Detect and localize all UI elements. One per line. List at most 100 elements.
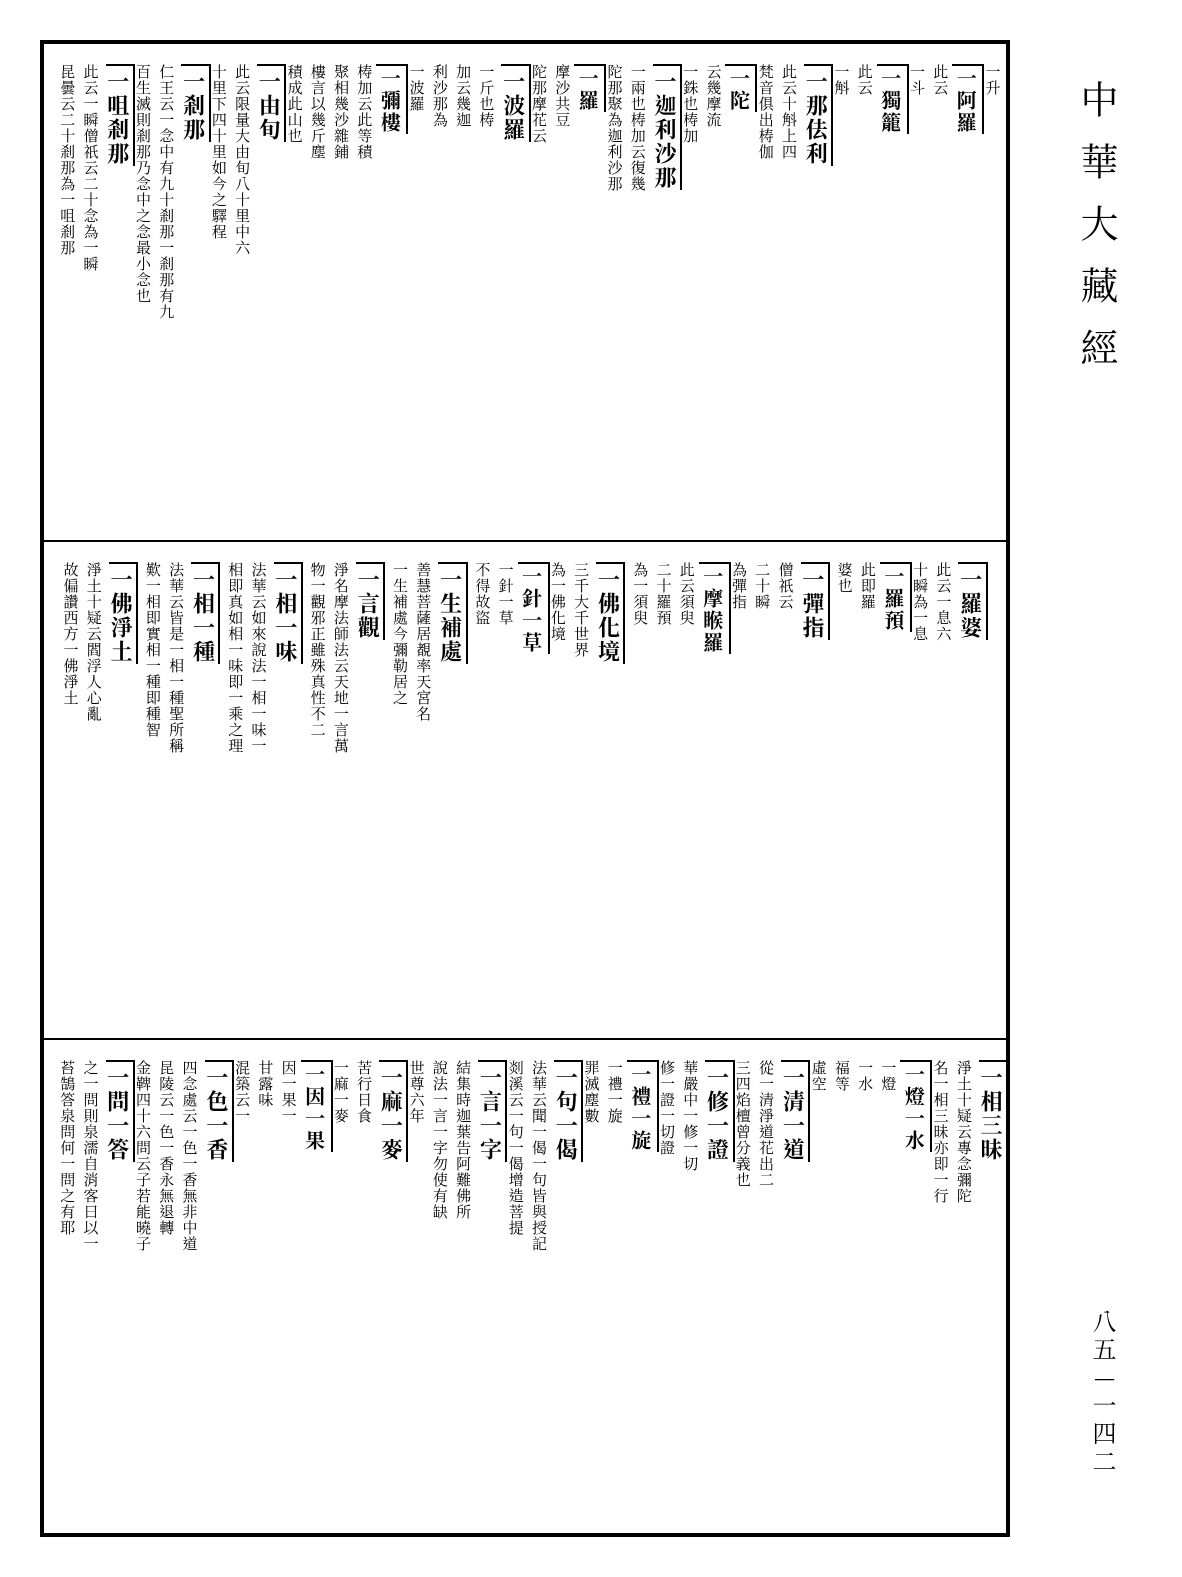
entry-headword: 一問一答 <box>106 1060 135 1500</box>
sub-headword: 一阿羅 <box>955 64 978 504</box>
sub-text: 一銖也梼加 <box>682 64 699 504</box>
sub-text: 樓言以幾斤塵 <box>310 64 327 504</box>
entry-text: 昆曇云二十剎那為一咀剎那 <box>59 64 76 504</box>
entry-text: 名一相三昧亦即一行 <box>932 1060 949 1500</box>
entry-text: 相即真如相一味即一乘之理 <box>227 562 244 1002</box>
sub-text: 云幾摩流 <box>705 64 722 504</box>
entry-group: 一言觀淨名摩法師法云天地一言萬物一觀邪正雖殊真性不二 <box>309 562 385 1002</box>
sub-text: 此云 <box>857 64 874 504</box>
entry-text: 陀那聚為迦利沙那 <box>606 64 623 504</box>
entry-text: 華嚴中一修一切 <box>682 1060 699 1500</box>
entry-group: 一相一種法華云皆是一相一種聖所稱歎一相即實相一種即種智 <box>145 562 221 1002</box>
entry-text: 一麻一麥 <box>333 1060 350 1500</box>
sub-text: 二十羅預 <box>655 562 672 1002</box>
sub-text: 此云須臾 <box>679 562 696 1002</box>
entry-text: 淨土十疑云閻浮人心亂 <box>86 562 103 1002</box>
entry-text: 一波羅 <box>408 64 425 504</box>
entry-text: 從一清淨道花出二 <box>758 1060 775 1500</box>
sub-text: 此即羅 <box>860 562 877 1002</box>
entry-group: 一色一香四念處云一色一香無非中道昆陵云一色一香永無退轉金鞞四十六問云子若能曉子 <box>135 1060 234 1500</box>
sub-text: 甘露味 <box>257 1060 274 1500</box>
sub-text: 積成此山也 <box>286 64 303 504</box>
entry-text: 苦行日食 <box>356 1060 373 1500</box>
entry-text: 十里下四十里如今之驛程 <box>211 64 228 504</box>
sub-text: 一燈 <box>880 1060 897 1500</box>
entry-group: 一彈指僧祇云二十瞬為彈指一摩睺羅此云須臾二十羅預為一須臾 <box>632 562 830 1002</box>
sub-text: 一禮一旋 <box>606 1060 623 1500</box>
entry-text: 仁王云一念中有九十剎那一剎那有九 <box>158 64 175 504</box>
entry-headword: 一清一道 <box>781 1060 810 1500</box>
sub-text: 此云 <box>932 64 949 504</box>
entry-text: 此云限量大由旬八十里中六 <box>234 64 251 504</box>
sub-text: 一斗 <box>909 64 926 504</box>
entry-group: 一言一字結集時迦葉告阿難佛所說法一言一字勿使有缺世尊六年 <box>408 1060 507 1500</box>
entry-text: 結集時迦葉告阿難佛所 <box>455 1060 472 1500</box>
entry-text: 為一佛化境 <box>550 562 567 1002</box>
entry-headword: 一言觀 <box>356 562 385 1002</box>
sub-headword: 一羅預 <box>883 562 906 1002</box>
entry-headword: 一由旬 <box>257 64 286 504</box>
entry-text: 梵音俱出梼伽 <box>757 64 774 504</box>
entry-text: 一兩也梼加云復幾 <box>629 64 646 504</box>
sub-text: 虛空 <box>810 1060 827 1500</box>
entry-text: 加云幾迦 <box>455 64 472 504</box>
entry-group: 一咀剎那此云一瞬僧祇云二十念為一瞬昆曇云二十剎那為一咀剎那 <box>59 64 135 504</box>
entry-text: 四念處云一色一香無非中道 <box>181 1060 198 1500</box>
sub-headword: 一因一果 <box>304 1060 327 1500</box>
entry-headword: 一相一味 <box>274 562 303 1002</box>
entry-group: 一生補處善慧菩薩居覩率天宮名一生補處今彌勒居之 <box>392 562 468 1002</box>
entry-group: 一佛淨土淨土十疑云閻浮人心亂故偏讚西方一佛淨土 <box>62 562 138 1002</box>
sub-headword: 一羅 <box>577 64 600 504</box>
entry-text: 淨土十疑云專念彌陀 <box>956 1060 973 1500</box>
sub-text: 一水 <box>857 1060 874 1500</box>
entry-headword: 一修一證 <box>705 1060 734 1500</box>
entry-group: 一問一答之一問則泉濡自消客曰以一苔鵠答泉問何一問之有耶 <box>59 1060 135 1500</box>
entry-text: 此云一瞬僧祇云二十念為一瞬 <box>82 64 99 504</box>
entry-headword: 一迦利沙那 <box>653 64 682 504</box>
entry-group: 一句一偈法華云聞一偈一句皆與授記剡溪云一句一偈增造菩提 <box>507 1060 583 1500</box>
sub-text: 福等 <box>834 1060 851 1500</box>
book-title: 中華大藏經 <box>1072 80 1127 390</box>
page-frame: 一賴提草子也梼加云幾舍利沙姿名一賴提一摩沙一豆也梼加云幾賴提為摩沙一鉢他此云一升… <box>40 40 1010 1537</box>
entry-text: 為彈指 <box>731 562 748 1002</box>
sub-text: 為一須臾 <box>632 562 649 1002</box>
entry-text: 此云一息六 <box>935 562 952 1002</box>
entry-group: 一剎那仁王云一念中有九十剎那一剎那有九百生滅則剎那乃念中之念最小念也 <box>135 64 211 504</box>
sub-text: 一針一草 <box>497 562 514 1002</box>
sub-text: 梼加云此等積 <box>356 64 373 504</box>
entry-group: 一清一道從一清淨道花出二三四焰檀曾分義也 <box>735 1060 811 1500</box>
sub-headword: 一摩睺羅 <box>702 562 725 1002</box>
entry-text: 金鞞四十六問云子若能曉子 <box>135 1060 152 1500</box>
entry-text: 十瞬為一息 <box>912 562 929 1002</box>
entry-text: 二十瞬 <box>754 562 771 1002</box>
page-number: 八五—一四二 <box>1087 1309 1122 1477</box>
entry-headword: 一色一香 <box>205 1060 234 1500</box>
entry-headword: 一相三昧 <box>979 1060 1006 1500</box>
entry-group: 一由旬此云限量大由旬八十里中六十里下四十里如今之驛程 <box>211 64 287 504</box>
entry-group: 一迦利沙那一兩也梼加云復幾陀那聚為迦利沙那一羅摩沙共豆陀那摩花云 <box>531 64 682 504</box>
entry-text: 修一證一切證 <box>659 1060 676 1500</box>
entry-text: 一斤也梼 <box>478 64 495 504</box>
sub-text: 摩沙共豆 <box>554 64 571 504</box>
entry-group: 一波羅一斤也梼加云幾迦利沙那為一波羅一彌樓梼加云此等積聚相幾沙雜鋪樓言以幾斤塵積… <box>286 64 530 504</box>
entry-text: 世尊六年 <box>408 1060 425 1500</box>
sub-text: 陀那摩花云 <box>531 64 548 504</box>
entry-headword: 一言一字 <box>478 1060 507 1500</box>
entry-group: 一羅婆此云一息六十瞬為一息一羅預此即羅婆也 <box>836 562 987 1002</box>
sub-text: 罪滅塵數 <box>583 1060 600 1500</box>
entry-text: 百生滅則剎那乃念中之念最小念也 <box>135 64 152 504</box>
entry-text: 利沙那為 <box>432 64 449 504</box>
sub-text: 婆也 <box>836 562 853 1002</box>
sub-headword: 一針一草 <box>521 562 544 1002</box>
entry-text: 一生補處今彌勒居之 <box>392 562 409 1002</box>
entry-text: 昆陵云一色一香永無退轉 <box>158 1060 175 1500</box>
entry-headword: 一羅婆 <box>958 562 987 1002</box>
entry-text: 物一觀邪正雖殊真性不二 <box>309 562 326 1002</box>
entry-headword: 一咀剎那 <box>106 64 135 504</box>
entry-headword: 一剎那 <box>181 64 210 504</box>
section-top: 一賴提草子也梼加云幾舍利沙姿名一賴提一摩沙一豆也梼加云幾賴提為摩沙一鉢他此云一升… <box>44 44 1006 542</box>
sub-headword: 一獨籠 <box>880 64 903 504</box>
entry-text: 僧祇云 <box>777 562 794 1002</box>
entry-headword: 一彈指 <box>801 562 830 1002</box>
entry-text: 故偏讚西方一佛淨土 <box>62 562 79 1002</box>
